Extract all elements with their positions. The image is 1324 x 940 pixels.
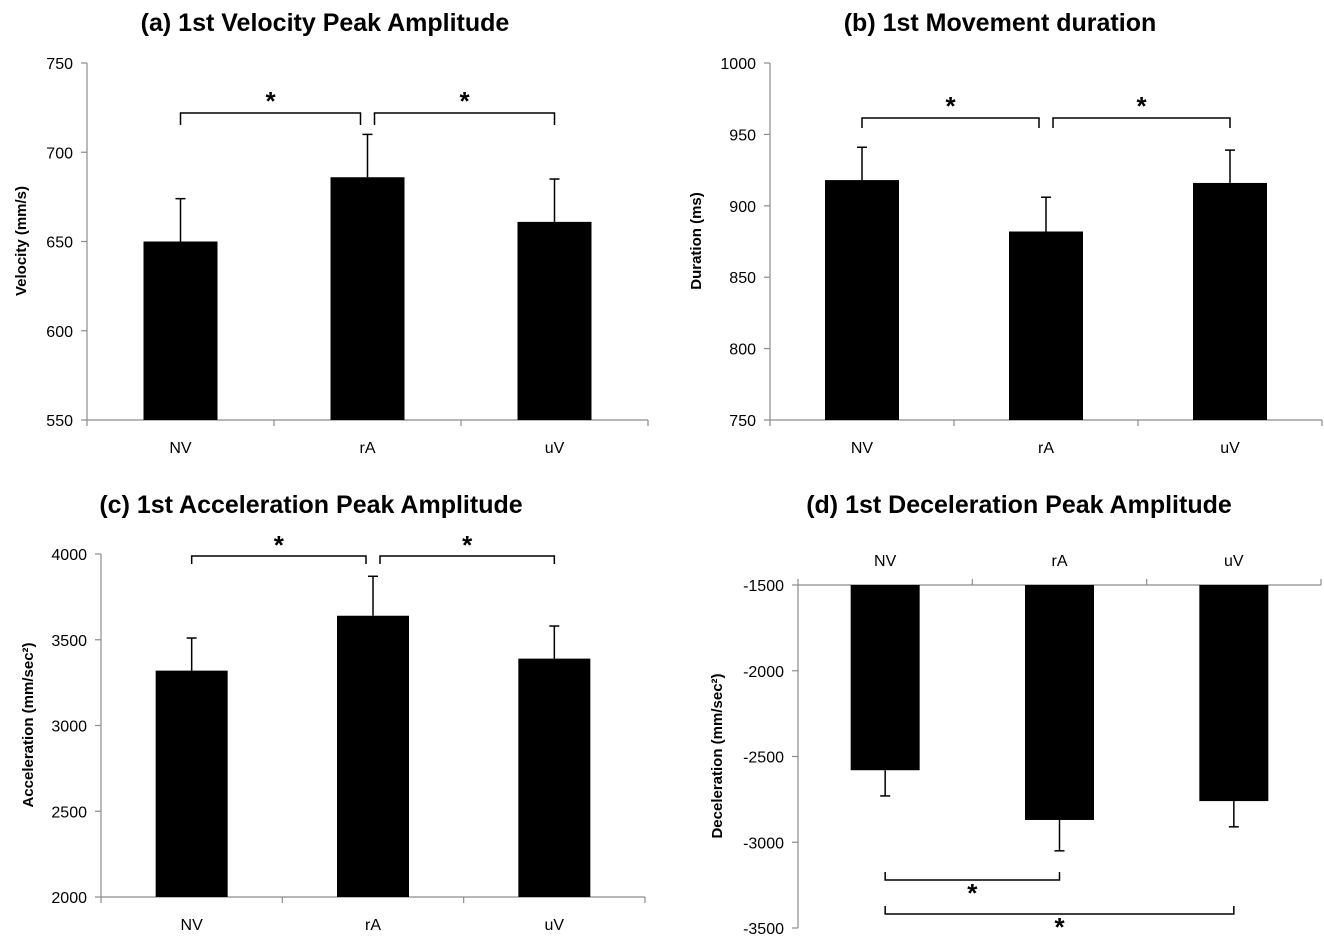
x-tick-label: rA bbox=[365, 917, 381, 934]
y-tick-label: -3000 bbox=[743, 835, 784, 852]
significance-bracket bbox=[861, 117, 1040, 128]
x-tick-label: uV bbox=[1220, 440, 1240, 457]
bar-rA bbox=[337, 615, 409, 897]
y-tick-label: 3000 bbox=[51, 719, 87, 736]
bar-NV bbox=[825, 180, 899, 420]
y-tick-label: -1500 bbox=[743, 578, 784, 595]
bar-uV bbox=[518, 658, 591, 897]
panel-b-title: (b) 1st Movement duration bbox=[844, 9, 1157, 37]
y-tick-label: 750 bbox=[729, 413, 756, 430]
y-tick-label: -3500 bbox=[743, 921, 784, 938]
bar-uV bbox=[1193, 182, 1267, 420]
significance-bracket bbox=[379, 555, 556, 564]
bar-uV bbox=[517, 221, 592, 420]
x-tick-label: NV bbox=[181, 917, 204, 934]
panel-c: (c) 1st Acceleration Peak Amplitude Acce… bbox=[20, 491, 523, 808]
significance-star: * bbox=[1136, 91, 1147, 121]
y-tick-label: 600 bbox=[46, 324, 73, 341]
x-tick-label: uV bbox=[545, 917, 565, 934]
panel-c-ylabel: Acceleration (mm/sec²) bbox=[20, 642, 37, 807]
significance-bracket bbox=[884, 872, 1061, 881]
y-tick-label: 4000 bbox=[51, 547, 87, 564]
panel-c-title: (c) 1st Acceleration Peak Amplitude bbox=[99, 491, 522, 519]
y-tick-label: 2500 bbox=[51, 804, 87, 821]
bar-NV bbox=[850, 585, 920, 771]
panel-d-title: (d) 1st Deceleration Peak Amplitude bbox=[806, 491, 1232, 519]
y-tick-label: 950 bbox=[729, 127, 756, 144]
y-tick-label: 900 bbox=[729, 199, 756, 216]
significance-star: * bbox=[265, 86, 276, 116]
panel-b-plot: 750 800 850 900 950 1000 NV rA uV * * bbox=[720, 56, 1323, 457]
panel-a-ylabel: Velocity (mm/s) bbox=[13, 186, 30, 296]
x-tick-label: NV bbox=[874, 553, 897, 570]
significance-bracket bbox=[190, 555, 367, 564]
x-tick-label: NV bbox=[169, 440, 192, 457]
bar-rA bbox=[1025, 585, 1094, 820]
bar-rA bbox=[1009, 231, 1083, 420]
significance-star: * bbox=[274, 530, 285, 560]
x-tick-label: uV bbox=[1224, 553, 1244, 570]
panel-a: (a) 1st Velocity Peak Amplitude Velocity… bbox=[13, 9, 509, 296]
y-tick-label: 700 bbox=[46, 145, 73, 162]
significance-star: * bbox=[945, 91, 956, 121]
y-tick-label: 650 bbox=[46, 235, 73, 252]
significance-star: * bbox=[1054, 912, 1065, 940]
x-tick-label: uV bbox=[545, 440, 565, 457]
x-tick-label: rA bbox=[360, 440, 376, 457]
y-tick-label: 2000 bbox=[51, 890, 87, 907]
significance-star: * bbox=[462, 530, 473, 560]
y-tick-label: 850 bbox=[729, 270, 756, 287]
panel-b-ylabel: Duration (ms) bbox=[688, 192, 705, 290]
bar-uV bbox=[1199, 585, 1269, 802]
panel-a-title: (a) 1st Velocity Peak Amplitude bbox=[141, 9, 510, 37]
bar-rA bbox=[330, 177, 405, 420]
significance-star: * bbox=[459, 86, 470, 116]
significance-bracket bbox=[884, 906, 1235, 915]
panel-d-ylabel: Deceleration (mm/sec²) bbox=[709, 673, 726, 838]
y-tick-label: 3500 bbox=[51, 633, 87, 650]
x-tick-label: rA bbox=[1052, 553, 1068, 570]
y-tick-label: 800 bbox=[729, 342, 756, 359]
significance-star: * bbox=[967, 878, 978, 908]
panel-a-plot: 550 600 650 700 750 NV rA uV * * bbox=[46, 56, 649, 457]
significance-bracket bbox=[373, 112, 556, 125]
y-tick-label: -2000 bbox=[743, 664, 784, 681]
y-tick-label: 550 bbox=[46, 413, 73, 430]
significance-bracket bbox=[179, 112, 362, 125]
panel-b: (b) 1st Movement duration Duration (ms) bbox=[688, 9, 1156, 290]
y-tick-label: -2500 bbox=[743, 750, 784, 767]
panel-d-plot: -3500 -3000 -2500 -2000 -1500 NV rA uV * * bbox=[743, 553, 1322, 940]
bar-NV bbox=[155, 670, 228, 897]
panel-d: (d) 1st Deceleration Peak Amplitude Dece… bbox=[709, 491, 1232, 839]
panel-c-plot: 2000 2500 3000 3500 4000 NV rA uV * * bbox=[51, 530, 646, 934]
significance-bracket bbox=[1052, 117, 1231, 128]
x-tick-label: rA bbox=[1038, 440, 1054, 457]
y-tick-label: 1000 bbox=[720, 56, 756, 73]
bar-NV bbox=[143, 241, 218, 420]
x-tick-label: NV bbox=[851, 440, 874, 457]
y-tick-label: 750 bbox=[46, 56, 73, 73]
